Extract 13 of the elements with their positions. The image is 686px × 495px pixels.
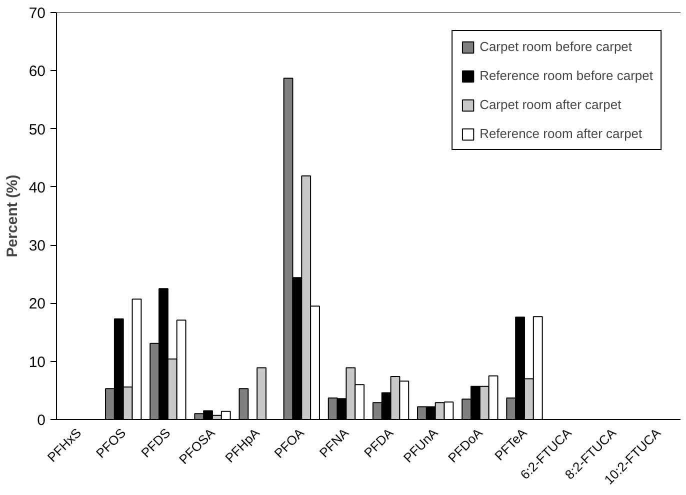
y-axis-title: Percent (%) (4, 174, 21, 258)
y-tick-label: 60 (28, 63, 46, 80)
legend-label: Carpet room before carpet (480, 39, 632, 54)
y-tick-label: 0 (37, 412, 46, 429)
y-tick-label: 70 (28, 5, 46, 22)
legend-label: Reference room before carpet (480, 68, 653, 83)
y-tick-label: 20 (28, 296, 46, 313)
legend-label: Carpet room after carpet (480, 97, 622, 112)
y-tick-label: 10 (28, 354, 46, 371)
legend-label: Reference room after carpet (480, 126, 642, 141)
y-tick-label: 40 (28, 179, 46, 196)
y-tick-label: 50 (28, 121, 46, 138)
y-tick-label: 30 (28, 238, 46, 255)
